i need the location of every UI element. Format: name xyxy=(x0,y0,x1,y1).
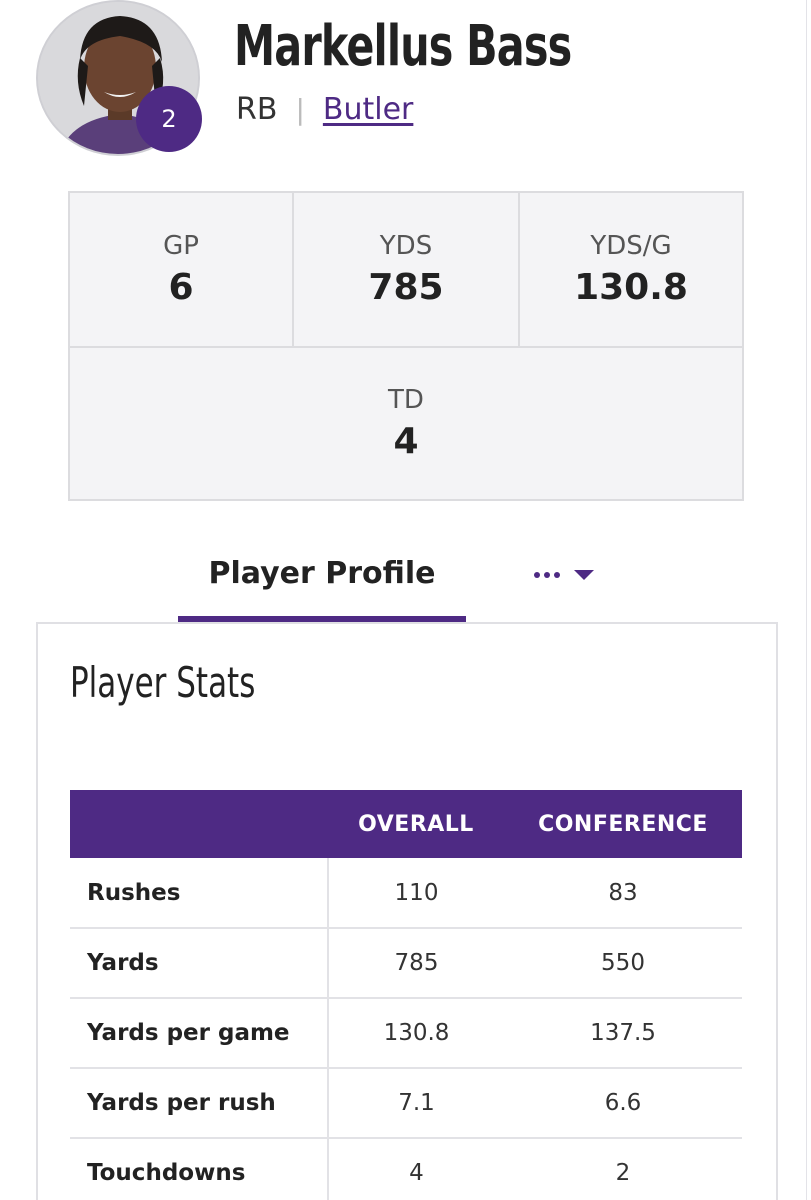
stat-label: GP xyxy=(163,231,199,261)
overall-value: 130.8 xyxy=(328,998,504,1069)
player-position: RB xyxy=(236,92,278,127)
stat-label: TD xyxy=(388,385,424,415)
player-stats-title: Player Stats xyxy=(70,658,256,707)
overall-value: 4 xyxy=(328,1138,504,1200)
summary-stats-grid: GP 6 YDS 785 YDS/G 130.8 TD 4 xyxy=(68,191,744,501)
meta-separator: | xyxy=(295,93,305,126)
player-photo-icon xyxy=(38,2,198,154)
player-meta: RB | Butler xyxy=(236,92,413,127)
stat-value: 4 xyxy=(393,421,419,462)
overall-value: 785 xyxy=(328,928,504,999)
row-label: Yards per game xyxy=(70,998,329,1069)
caret-down-icon xyxy=(574,570,594,580)
conference-value: 137.5 xyxy=(504,998,742,1069)
player-name: Markellus Bass xyxy=(234,14,572,79)
overall-value: 7.1 xyxy=(328,1068,504,1139)
stat-value: 6 xyxy=(168,267,194,308)
tab-player-profile[interactable]: Player Profile xyxy=(208,556,436,591)
jersey-number-badge: 2 xyxy=(136,86,202,152)
stat-label: YDS xyxy=(379,231,433,261)
conference-value: 6.6 xyxy=(504,1068,742,1139)
overall-value: 110 xyxy=(328,858,504,929)
ellipsis-icon xyxy=(534,572,560,578)
page-edge-divider xyxy=(806,0,807,1200)
row-label: Touchdowns xyxy=(70,1138,329,1200)
active-tab-indicator xyxy=(178,616,466,622)
table-row: Touchdowns 4 2 xyxy=(70,1138,742,1200)
table-header-row: OVERALL CONFERENCE xyxy=(70,790,742,858)
table-row: Yards 785 550 xyxy=(70,928,742,999)
stat-box-gp: GP 6 xyxy=(70,193,294,346)
stat-label: YDS/G xyxy=(590,231,672,261)
table-row: Yards per rush 7.1 6.6 xyxy=(70,1068,742,1139)
row-label: Yards per rush xyxy=(70,1068,329,1139)
stat-box-yds: YDS 785 xyxy=(294,193,520,346)
column-header-overall: OVERALL xyxy=(328,790,504,858)
column-header-stat xyxy=(70,790,328,858)
conference-value: 83 xyxy=(504,858,742,929)
conference-value: 550 xyxy=(504,928,742,999)
table-row: Yards per game 130.8 137.5 xyxy=(70,998,742,1069)
player-headshot xyxy=(36,0,200,156)
player-stats-table: OVERALL CONFERENCE Rushes 110 83 Yards 7… xyxy=(70,790,742,1200)
stat-box-td: TD 4 xyxy=(70,346,742,499)
team-link[interactable]: Butler xyxy=(322,92,414,127)
row-label: Yards xyxy=(70,928,329,999)
stat-box-yds-per-game: YDS/G 130.8 xyxy=(520,193,742,346)
more-tabs-dropdown[interactable] xyxy=(534,560,594,590)
column-header-conference: CONFERENCE xyxy=(504,790,742,858)
conference-value: 2 xyxy=(504,1138,742,1200)
stat-value: 130.8 xyxy=(574,267,688,308)
table-row: Rushes 110 83 xyxy=(70,858,742,929)
row-label: Rushes xyxy=(70,858,329,929)
stat-value: 785 xyxy=(368,267,444,308)
